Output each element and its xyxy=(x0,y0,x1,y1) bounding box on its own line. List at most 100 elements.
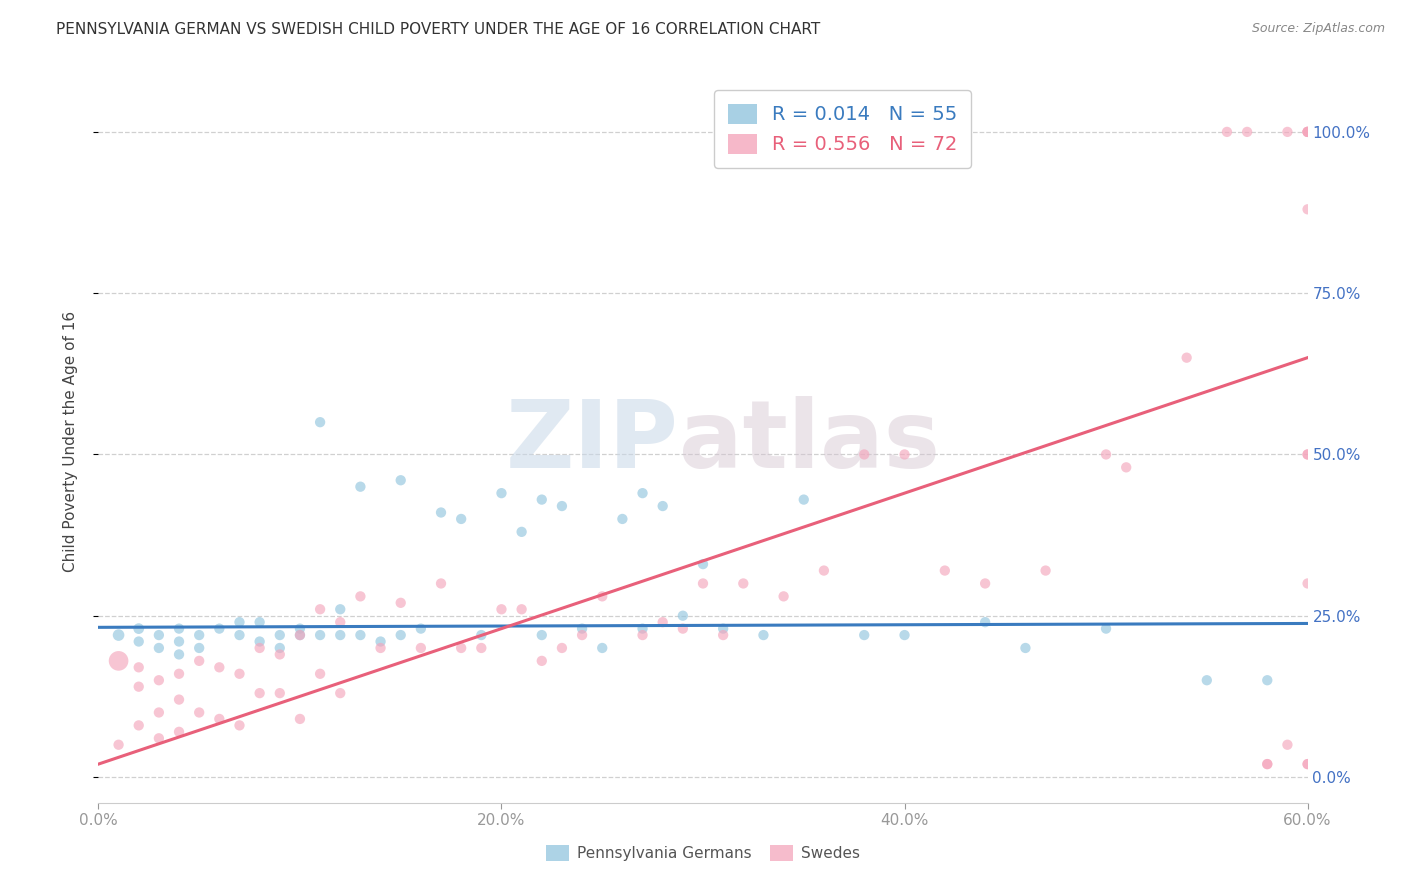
Point xyxy=(631,486,654,500)
Point xyxy=(651,499,673,513)
Point xyxy=(510,602,533,616)
Point xyxy=(530,654,553,668)
Point xyxy=(228,628,250,642)
Point xyxy=(249,634,271,648)
Point xyxy=(389,628,412,642)
Point xyxy=(167,666,190,681)
Point xyxy=(167,648,190,662)
Point xyxy=(530,492,553,507)
Point xyxy=(188,706,211,720)
Point xyxy=(349,590,371,604)
Point xyxy=(974,576,997,591)
Point xyxy=(148,640,170,655)
Point xyxy=(269,640,291,655)
Point xyxy=(370,634,392,648)
Point xyxy=(530,628,553,642)
Point xyxy=(107,628,129,642)
Point xyxy=(349,480,371,494)
Point xyxy=(1014,640,1036,655)
Point xyxy=(430,506,453,520)
Point xyxy=(1296,757,1319,772)
Point xyxy=(692,557,714,571)
Point xyxy=(249,640,271,655)
Point xyxy=(1256,757,1278,772)
Point xyxy=(128,660,150,674)
Point xyxy=(752,628,775,642)
Point xyxy=(1296,447,1319,461)
Point xyxy=(128,622,150,636)
Point xyxy=(1296,576,1319,591)
Point xyxy=(1296,447,1319,461)
Point xyxy=(591,590,613,604)
Point xyxy=(430,576,453,591)
Point xyxy=(107,654,129,668)
Text: Source: ZipAtlas.com: Source: ZipAtlas.com xyxy=(1251,22,1385,36)
Point xyxy=(288,622,311,636)
Point xyxy=(269,628,291,642)
Text: atlas: atlas xyxy=(679,395,939,488)
Point xyxy=(1256,673,1278,688)
Point xyxy=(491,602,513,616)
Point xyxy=(167,634,190,648)
Point xyxy=(329,602,352,616)
Point xyxy=(813,564,835,578)
Point xyxy=(188,628,211,642)
Text: PENNSYLVANIA GERMAN VS SWEDISH CHILD POVERTY UNDER THE AGE OF 16 CORRELATION CHA: PENNSYLVANIA GERMAN VS SWEDISH CHILD POV… xyxy=(56,22,821,37)
Point xyxy=(793,492,815,507)
Point xyxy=(188,640,211,655)
Point xyxy=(612,512,634,526)
Point xyxy=(1236,125,1258,139)
Point xyxy=(128,680,150,694)
Point xyxy=(711,628,734,642)
Point xyxy=(1175,351,1198,365)
Point xyxy=(1277,125,1299,139)
Point xyxy=(269,686,291,700)
Point xyxy=(934,564,956,578)
Point xyxy=(1035,564,1057,578)
Point xyxy=(208,622,231,636)
Point xyxy=(1216,125,1239,139)
Point xyxy=(1296,757,1319,772)
Point xyxy=(288,628,311,642)
Point xyxy=(148,673,170,688)
Point xyxy=(470,628,492,642)
Point xyxy=(309,666,332,681)
Point xyxy=(651,615,673,630)
Point xyxy=(249,615,271,630)
Point xyxy=(288,628,311,642)
Point xyxy=(591,640,613,655)
Point xyxy=(228,615,250,630)
Point xyxy=(389,473,412,487)
Point xyxy=(329,615,352,630)
Point xyxy=(309,628,332,642)
Point xyxy=(309,415,332,429)
Point xyxy=(1277,738,1299,752)
Point xyxy=(409,640,432,655)
Point xyxy=(551,499,574,513)
Point xyxy=(1296,202,1319,217)
Point xyxy=(128,634,150,648)
Point xyxy=(329,628,352,642)
Legend: Pennsylvania Germans, Swedes: Pennsylvania Germans, Swedes xyxy=(540,839,866,867)
Y-axis label: Child Poverty Under the Age of 16: Child Poverty Under the Age of 16 xyxy=(63,311,77,572)
Point xyxy=(309,602,332,616)
Point xyxy=(329,686,352,700)
Point xyxy=(288,712,311,726)
Point xyxy=(551,640,574,655)
Point xyxy=(672,622,695,636)
Point xyxy=(1195,673,1218,688)
Point xyxy=(228,718,250,732)
Point xyxy=(692,576,714,591)
Point xyxy=(510,524,533,539)
Point xyxy=(672,608,695,623)
Point xyxy=(269,648,291,662)
Point xyxy=(1296,125,1319,139)
Point xyxy=(1296,125,1319,139)
Text: ZIP: ZIP xyxy=(506,395,679,488)
Point xyxy=(167,622,190,636)
Point xyxy=(853,628,876,642)
Point xyxy=(772,590,794,604)
Point xyxy=(1095,447,1118,461)
Point xyxy=(370,640,392,655)
Point xyxy=(389,596,412,610)
